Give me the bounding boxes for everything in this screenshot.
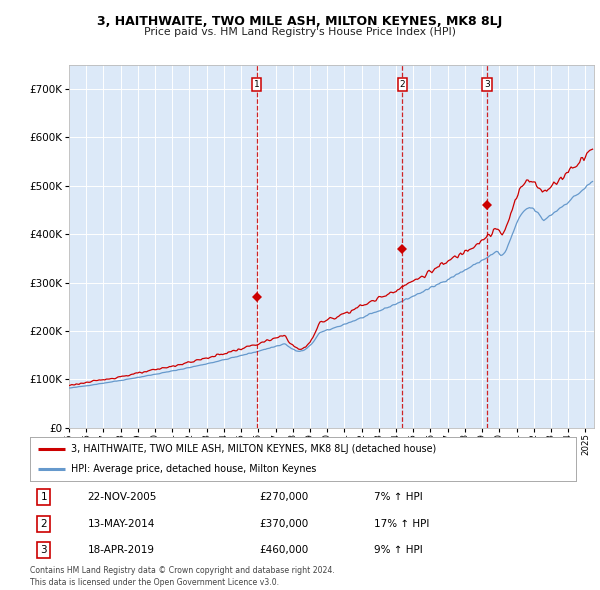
Text: £370,000: £370,000: [259, 519, 308, 529]
Text: Contains HM Land Registry data © Crown copyright and database right 2024.
This d: Contains HM Land Registry data © Crown c…: [30, 566, 335, 587]
Text: 3, HAITHWAITE, TWO MILE ASH, MILTON KEYNES, MK8 8LJ: 3, HAITHWAITE, TWO MILE ASH, MILTON KEYN…: [97, 15, 503, 28]
Text: Price paid vs. HM Land Registry's House Price Index (HPI): Price paid vs. HM Land Registry's House …: [144, 27, 456, 37]
Text: 13-MAY-2014: 13-MAY-2014: [88, 519, 155, 529]
Text: 18-APR-2019: 18-APR-2019: [88, 545, 154, 555]
Text: 2: 2: [400, 80, 405, 88]
Text: 2: 2: [40, 519, 47, 529]
Text: HPI: Average price, detached house, Milton Keynes: HPI: Average price, detached house, Milt…: [71, 464, 316, 474]
Text: 3: 3: [40, 545, 47, 555]
Text: 9% ↑ HPI: 9% ↑ HPI: [374, 545, 423, 555]
Text: 1: 1: [40, 492, 47, 502]
Text: 22-NOV-2005: 22-NOV-2005: [88, 492, 157, 502]
Text: 7% ↑ HPI: 7% ↑ HPI: [374, 492, 423, 502]
Text: 3, HAITHWAITE, TWO MILE ASH, MILTON KEYNES, MK8 8LJ (detached house): 3, HAITHWAITE, TWO MILE ASH, MILTON KEYN…: [71, 444, 436, 454]
Text: 1: 1: [254, 80, 259, 88]
Text: £460,000: £460,000: [259, 545, 308, 555]
Text: 3: 3: [484, 80, 490, 88]
Text: £270,000: £270,000: [259, 492, 308, 502]
Text: 17% ↑ HPI: 17% ↑ HPI: [374, 519, 430, 529]
